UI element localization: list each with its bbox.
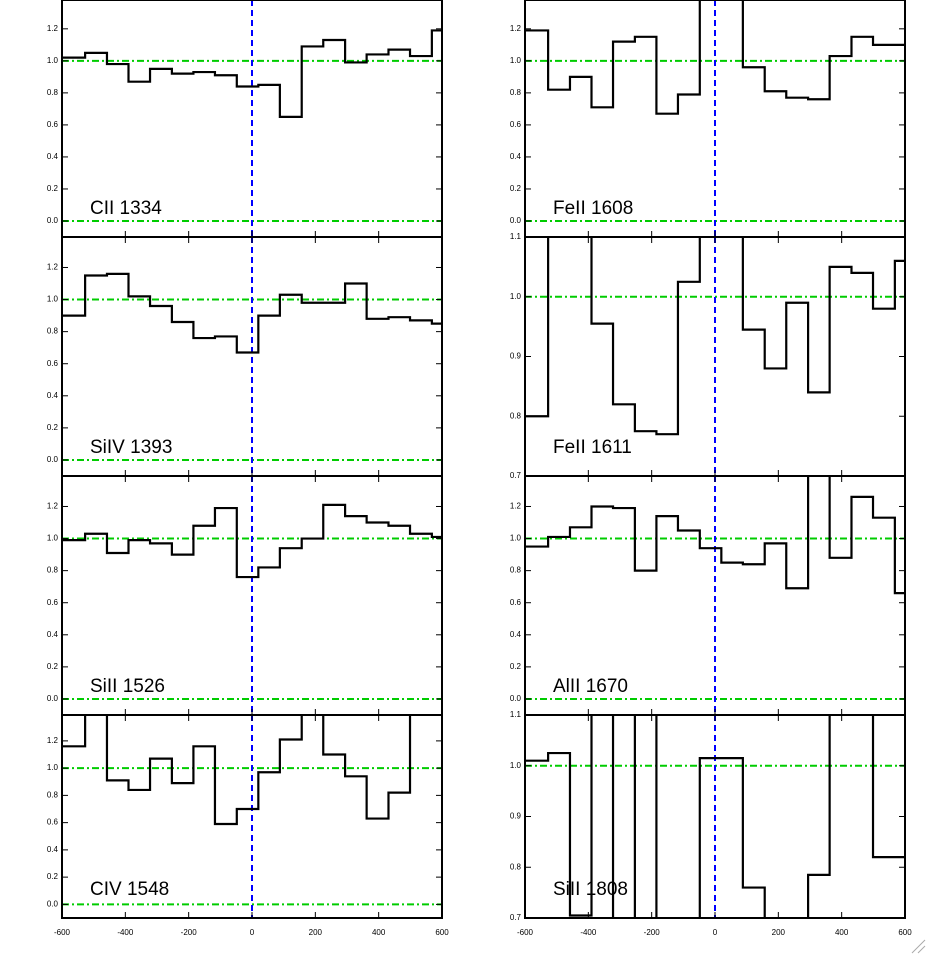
y-tick-label: 1.0 bbox=[510, 761, 522, 770]
y-tick-label: 0.6 bbox=[510, 120, 522, 129]
y-tick-label: 0.2 bbox=[47, 423, 59, 432]
y-tick-label: 1.0 bbox=[47, 56, 59, 65]
y-tick-label: 1.0 bbox=[47, 295, 59, 304]
panel: 0.7 0.8 0.9 1.0 1.1 -600 -400 -200 0 200 400 600 SiI… bbox=[510, 710, 912, 937]
y-tick-label: 0.8 bbox=[510, 566, 522, 575]
panel-label: FeII 1611 bbox=[553, 437, 632, 458]
spectrum-line bbox=[62, 715, 412, 826]
panel-label: SiII 1526 bbox=[90, 676, 165, 697]
y-tick-label: 0.0 bbox=[47, 455, 59, 464]
y-tick-label: 1.2 bbox=[47, 263, 59, 272]
y-tick-label: 0.8 bbox=[510, 411, 522, 420]
panel-label: FeII 1608 bbox=[553, 198, 633, 219]
x-tick-label: 200 bbox=[309, 928, 323, 937]
panel-label: CII 1334 bbox=[90, 198, 162, 219]
y-tick-label: 1.0 bbox=[510, 56, 522, 65]
y-tick-label: 0.9 bbox=[510, 352, 522, 361]
y-tick-label: 0.6 bbox=[47, 598, 59, 607]
y-tick-label: 1.0 bbox=[510, 534, 522, 543]
y-tick-label: 0.4 bbox=[510, 630, 522, 639]
y-tick-label: 0.6 bbox=[510, 598, 522, 607]
y-tick-label: 0.4 bbox=[47, 845, 59, 854]
y-tick-label: 0.7 bbox=[510, 913, 522, 922]
panel: 0.0 0.2 0.4 0.6 0.8 1.0 1.2 SiII 1526 bbox=[47, 475, 443, 716]
y-tick-label: 0.0 bbox=[47, 899, 59, 908]
x-tick-label: -600 bbox=[54, 928, 71, 937]
y-tick-label: 1.1 bbox=[510, 710, 522, 719]
x-tick-label: 400 bbox=[835, 928, 849, 937]
x-tick-label: 0 bbox=[250, 928, 255, 937]
y-tick-label: 0.2 bbox=[47, 872, 59, 881]
y-tick-label: 0.0 bbox=[510, 216, 522, 225]
y-tick-label: 0.8 bbox=[47, 88, 59, 97]
x-tick-label: 600 bbox=[435, 928, 449, 937]
x-tick-label: 600 bbox=[898, 928, 912, 937]
x-tick-label: -400 bbox=[117, 928, 134, 937]
y-tick-label: 0.2 bbox=[510, 184, 522, 193]
y-tick-label: 0.2 bbox=[47, 662, 59, 671]
panel: 0.0 0.2 0.4 0.6 0.8 1.0 1.2 AlII 1670 bbox=[510, 475, 906, 716]
y-tick-label: 1.2 bbox=[510, 24, 522, 33]
x-tick-label: 200 bbox=[772, 928, 786, 937]
y-tick-label: 1.0 bbox=[47, 763, 59, 772]
y-tick-label: 0.4 bbox=[47, 152, 59, 161]
x-tick-label: -200 bbox=[181, 928, 198, 937]
y-tick-label: 1.0 bbox=[47, 534, 59, 543]
spectrum-line bbox=[62, 503, 442, 579]
y-tick-label: 0.8 bbox=[47, 566, 59, 575]
spectrum-line bbox=[525, 715, 905, 918]
panel: 0.7 0.8 0.9 1.0 1.1 FeII 1611 bbox=[510, 232, 906, 480]
y-tick-label: 1.2 bbox=[47, 736, 59, 745]
spectrum-line bbox=[62, 29, 442, 118]
y-tick-label: 0.0 bbox=[47, 216, 59, 225]
spectrum-line bbox=[525, 476, 905, 595]
y-tick-label: 0.8 bbox=[47, 327, 59, 336]
panel-label: AlII 1670 bbox=[553, 676, 628, 697]
x-tick-label: -400 bbox=[580, 928, 597, 937]
y-tick-label: 1.0 bbox=[510, 292, 522, 301]
panel-label: SiIV 1393 bbox=[90, 437, 172, 458]
resize-grip bbox=[911, 939, 926, 954]
y-tick-label: 0.6 bbox=[47, 120, 59, 129]
spectrum-line bbox=[525, 237, 905, 436]
spectrum-line bbox=[62, 272, 442, 354]
y-tick-label: 1.2 bbox=[510, 502, 522, 511]
y-tick-label: 0.4 bbox=[47, 630, 59, 639]
panel-label: SiII 1808 bbox=[553, 879, 628, 900]
y-tick-label: 0.2 bbox=[510, 662, 522, 671]
y-tick-label: 0.8 bbox=[510, 88, 522, 97]
y-tick-label: 0.2 bbox=[47, 184, 59, 193]
y-tick-label: 0.9 bbox=[510, 812, 522, 821]
spectrum-line bbox=[525, 0, 905, 115]
panel: 0.0 0.2 0.4 0.6 0.8 1.0 1.2 CII 1334 bbox=[47, 0, 443, 238]
x-tick-label: -200 bbox=[644, 928, 661, 937]
y-tick-label: 0.8 bbox=[47, 790, 59, 799]
y-tick-label: 1.2 bbox=[47, 24, 59, 33]
y-tick-label: 0.6 bbox=[47, 818, 59, 827]
panel: 0.0 0.2 0.4 0.6 0.8 1.0 1.2 -600 -400 -200 0 200 400… bbox=[47, 714, 449, 937]
y-tick-label: 1.2 bbox=[47, 502, 59, 511]
x-tick-label: 0 bbox=[713, 928, 718, 937]
panel: 0.0 0.2 0.4 0.6 0.8 1.0 1.2 SiIV 1393 bbox=[47, 236, 443, 477]
y-tick-label: 0.7 bbox=[510, 471, 522, 480]
y-tick-label: 0.6 bbox=[47, 359, 59, 368]
y-tick-label: 1.1 bbox=[510, 232, 522, 241]
y-tick-label: 0.0 bbox=[47, 694, 59, 703]
x-tick-label: 400 bbox=[372, 928, 386, 937]
y-tick-label: 0.0 bbox=[510, 694, 522, 703]
panel-label: CIV 1548 bbox=[90, 879, 169, 900]
y-tick-label: 0.4 bbox=[510, 152, 522, 161]
panel: 0.0 0.2 0.4 0.6 0.8 1.0 1.2 FeII 1608 bbox=[510, 0, 906, 238]
y-tick-label: 0.8 bbox=[510, 862, 522, 871]
x-tick-label: -600 bbox=[517, 928, 534, 937]
y-tick-label: 0.4 bbox=[47, 391, 59, 400]
